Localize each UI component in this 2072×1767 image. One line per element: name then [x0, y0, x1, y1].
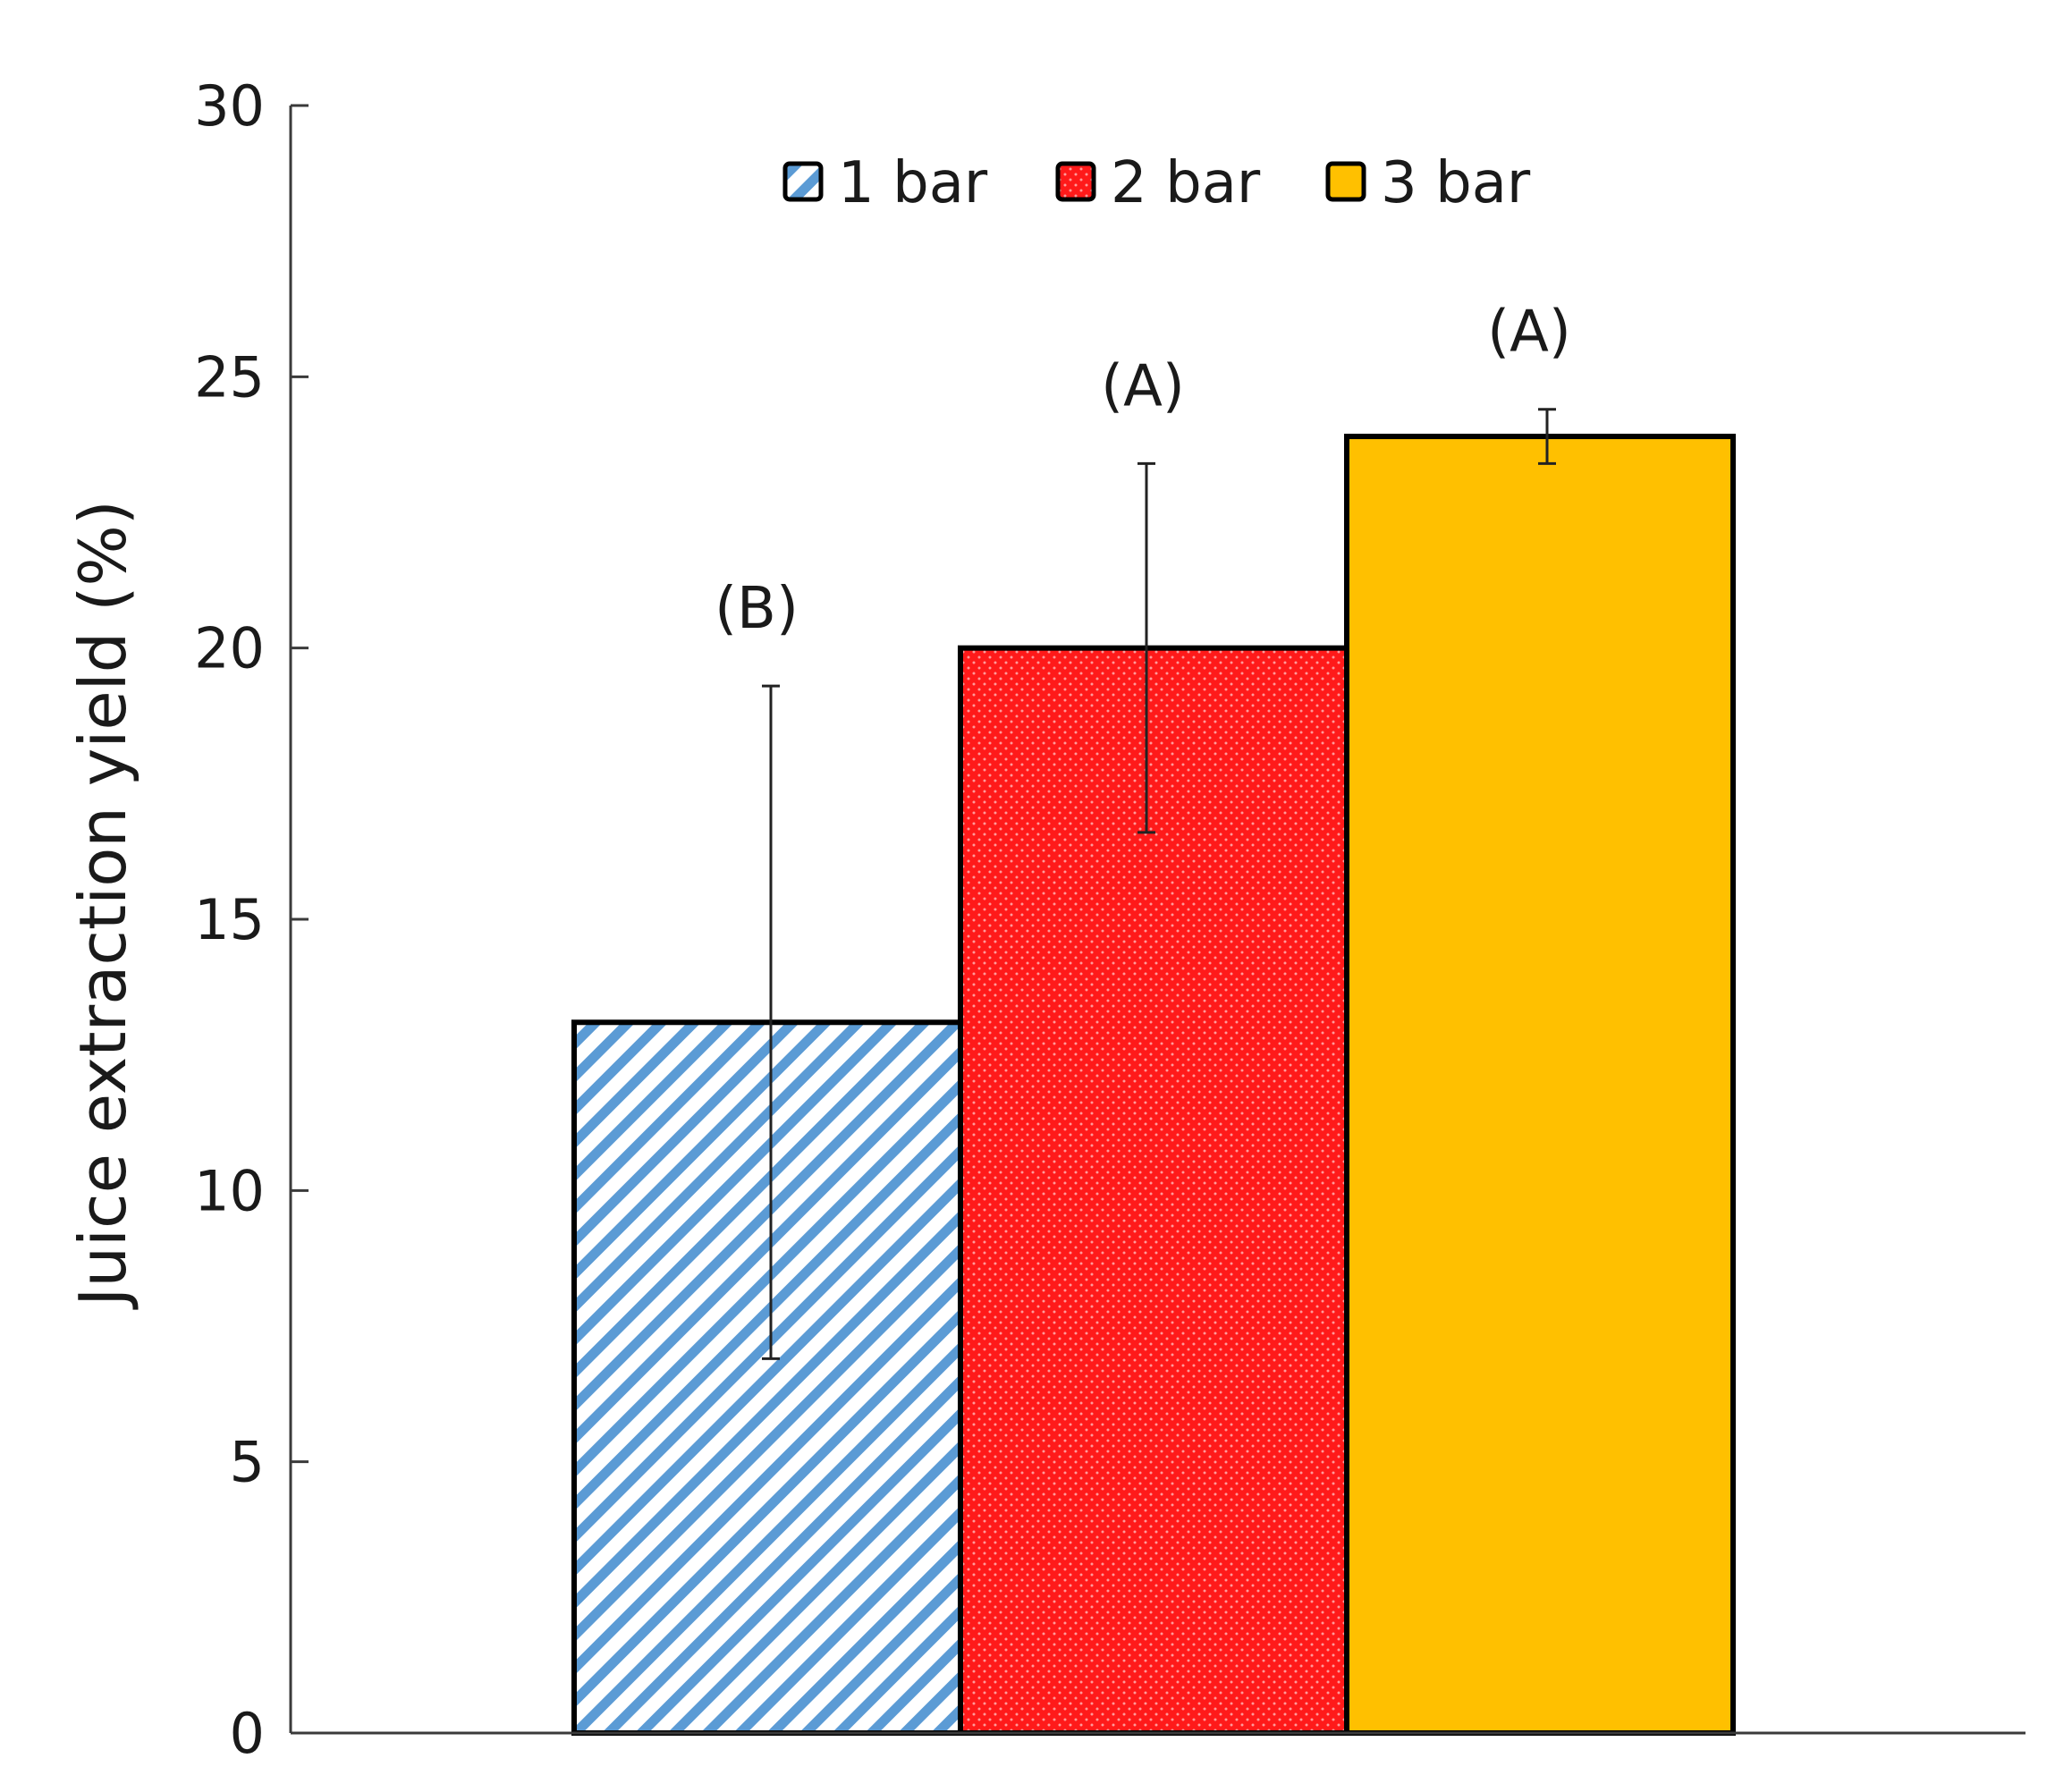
legend-swatch-1	[782, 161, 824, 202]
legend-swatch-3	[1325, 161, 1366, 202]
bar-2	[958, 645, 1349, 1737]
y-axis-ticks: 0 5 10 15 20 25 30	[194, 73, 309, 1766]
legend-swatch-2	[1055, 161, 1096, 202]
legend-label-2: 2 bar	[1111, 150, 1261, 216]
y-axis-title: Juice extraction yield (%)	[65, 500, 140, 1310]
y-tick-label: 15	[194, 887, 265, 952]
legend-label-3: 3 bar	[1381, 150, 1531, 216]
y-tick-label: 5	[230, 1430, 265, 1495]
y-tick-label: 25	[194, 344, 265, 410]
legend-label-1: 1 bar	[838, 150, 988, 216]
significance-label-1: (B)	[715, 576, 799, 642]
bars	[571, 434, 1736, 1737]
legend: 1 bar 2 bar 3 bar	[782, 150, 1531, 216]
y-tick-label: 0	[230, 1701, 265, 1763]
bar-1	[571, 1019, 963, 1737]
significance-label-3: (A)	[1487, 300, 1571, 366]
significance-label-2: (A)	[1101, 353, 1185, 419]
significance-labels: (B) (A) (A)	[715, 300, 1571, 642]
y-tick-label: 20	[194, 616, 265, 681]
error-bars	[762, 408, 1556, 1360]
bar-3	[1344, 434, 1736, 1737]
y-tick-label: 30	[194, 73, 265, 139]
y-tick-label: 10	[194, 1158, 265, 1223]
